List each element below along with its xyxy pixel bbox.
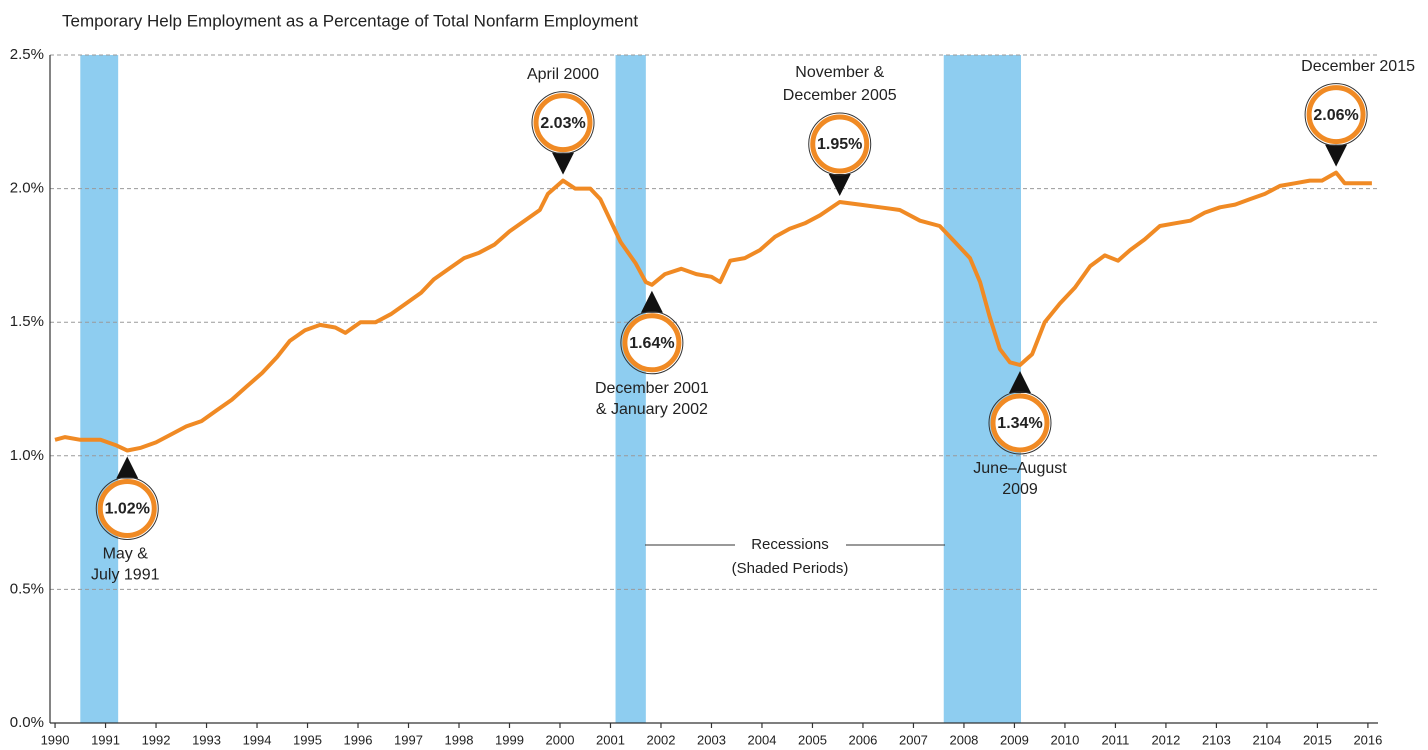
x-tick-label: 2002	[647, 732, 676, 747]
callout-pointer	[116, 456, 139, 479]
x-tick-label: 2012	[1151, 732, 1180, 747]
callout-pointer	[552, 152, 575, 175]
callout-text: & January 2002	[596, 401, 708, 418]
callout-text: July 1991	[91, 567, 160, 584]
x-tick-label: 2010	[1050, 732, 1079, 747]
y-tick-label: 0.0%	[10, 714, 44, 731]
callout-ring	[1304, 83, 1368, 147]
callout-circle	[533, 93, 593, 153]
shaded-period	[80, 55, 119, 723]
x-tick-label: 2003	[697, 732, 726, 747]
x-tick-label: 2015	[1303, 732, 1332, 747]
callout-text: 2009	[1002, 481, 1038, 498]
x-tick-label: 2009	[1000, 732, 1029, 747]
callout-value: 2.06%	[1313, 107, 1358, 124]
callout-circle	[810, 114, 870, 174]
shaded-period	[943, 55, 1022, 723]
callout-pointer	[640, 290, 663, 313]
x-tick-label: 2008	[949, 732, 978, 747]
callout-circle	[622, 313, 682, 373]
callout-circle	[1306, 85, 1366, 145]
shaded-label: (Shaded Periods)	[732, 560, 849, 577]
y-tick-label: 2.5%	[10, 46, 44, 63]
callout-pointer	[1325, 144, 1348, 167]
callout-pointer	[1008, 370, 1031, 393]
callout-text: December 2001	[595, 380, 709, 397]
callout-circle	[990, 393, 1050, 453]
callout-text: May &	[103, 546, 149, 563]
callout-value: 2.03%	[540, 115, 585, 132]
x-tick-label: 1998	[445, 732, 474, 747]
x-tick-label: 1999	[495, 732, 524, 747]
data-line	[54, 170, 1372, 453]
callout-pointer	[828, 173, 851, 196]
x-tick-label: 1990	[41, 732, 70, 747]
callout-ring	[95, 476, 159, 540]
y-tick-label: 0.5%	[10, 580, 44, 597]
x-tick-label: 2005	[798, 732, 827, 747]
x-tick-label: 2007	[899, 732, 928, 747]
callout-text: April 2000	[527, 66, 599, 83]
callout-ring	[988, 391, 1052, 455]
x-tick-label: 1997	[394, 732, 423, 747]
callout-ring	[808, 112, 872, 176]
shaded-label: Recessions	[751, 536, 829, 553]
x-tick-label: 2011	[1101, 732, 1129, 747]
x-tick-label: 1992	[142, 732, 171, 747]
x-tick-label: 2000	[546, 732, 575, 747]
x-tick-label: 2104	[1252, 732, 1281, 747]
x-tick-label: 1993	[192, 732, 221, 747]
y-tick-label: 1.5%	[10, 313, 44, 330]
callout-value: 1.95%	[817, 136, 862, 153]
y-tick-label: 2.0%	[10, 180, 44, 197]
x-tick-label: 2016	[1353, 732, 1382, 747]
x-tick-label: 1994	[243, 732, 272, 747]
y-tick-label: 1.0%	[10, 447, 44, 464]
callout-value: 1.02%	[105, 501, 150, 518]
callout-text: June–August	[973, 460, 1067, 477]
x-tick-label: 1996	[344, 732, 373, 747]
x-tick-label: 2004	[748, 732, 777, 747]
callout-value: 1.64%	[629, 335, 674, 352]
x-tick-label: 2001	[596, 732, 625, 747]
callout-value: 1.34%	[997, 415, 1042, 432]
callout-text: November &	[795, 64, 884, 81]
callout-ring	[620, 311, 684, 375]
x-tick-label: 2103	[1202, 732, 1231, 747]
chart-title: Temporary Help Employment as a Percentag…	[62, 11, 638, 30]
callout-ring	[531, 91, 595, 155]
callout-text: December 2005	[783, 87, 897, 104]
callout-circle	[97, 478, 157, 538]
x-tick-label: 1995	[293, 732, 322, 747]
shaded-period	[615, 55, 646, 723]
callout-text: December 2015	[1301, 58, 1415, 75]
x-tick-label: 2006	[848, 732, 877, 747]
x-tick-label: 1991	[91, 732, 120, 747]
